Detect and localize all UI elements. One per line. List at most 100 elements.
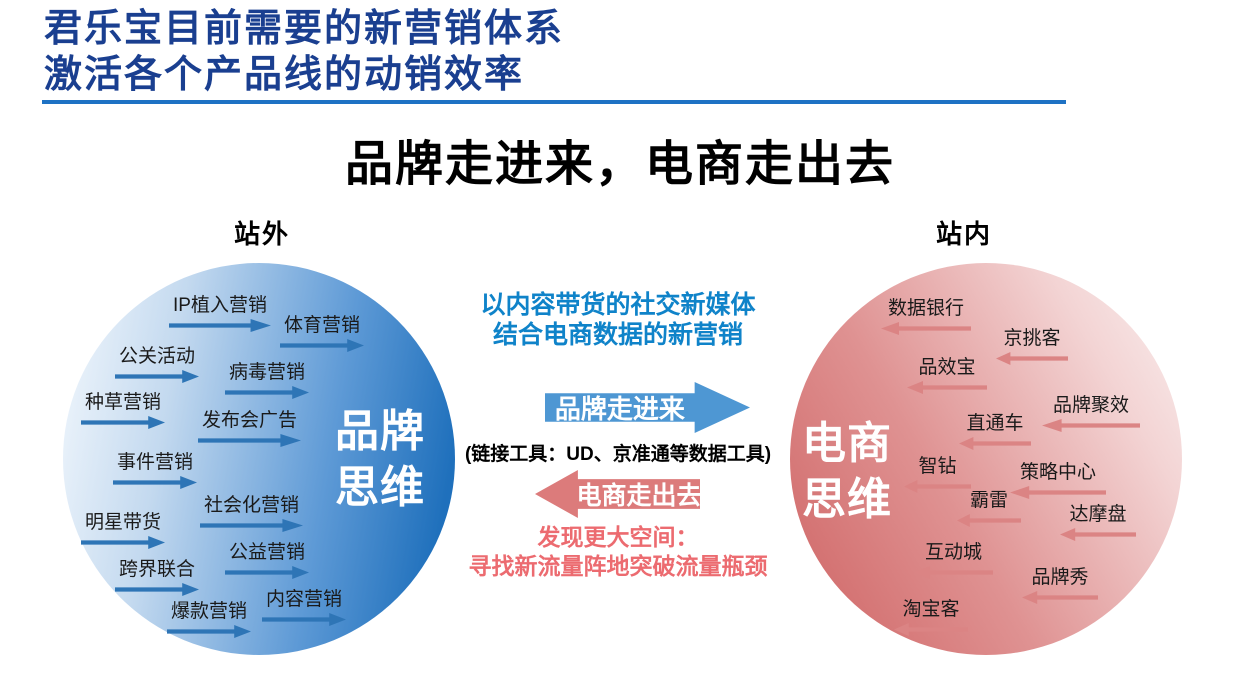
- ecom-tool-item: 品牌秀: [1022, 566, 1098, 604]
- center-blue-statement: 以内容带货的社交新媒体 结合电商数据的新营销: [440, 290, 796, 350]
- item-label: 社会化营销: [204, 495, 300, 516]
- item-label: 达摩盘: [1069, 504, 1127, 525]
- arrow-right-icon: [81, 536, 166, 549]
- arrow-right-icon: [167, 625, 252, 638]
- brand-marketing-item: 种草营销: [81, 391, 166, 429]
- brand-marketing-item: 体育营销: [280, 314, 365, 352]
- brand-in-arrow-label: 品牌走进来: [554, 394, 685, 424]
- onsite-label: 站内: [936, 219, 993, 249]
- arrow-left-icon: [881, 322, 971, 335]
- arrow-right-icon: [81, 416, 166, 429]
- item-label: 策略中心: [1019, 462, 1096, 483]
- ecom-tool-item: 京挑客: [996, 327, 1068, 365]
- item-label: 公关活动: [119, 346, 196, 367]
- brand-marketing-item: 公益营销: [225, 541, 310, 579]
- center-red-line1: 发现更大空间：: [537, 524, 699, 550]
- title-underline: [42, 100, 1066, 104]
- arrow-right-icon: [225, 566, 310, 579]
- brand-marketing-item: 社会化营销: [200, 494, 304, 532]
- ecom-tool-item: 淘宝客: [894, 598, 968, 636]
- brand-marketing-item: 公关活动: [115, 345, 200, 383]
- brand-marketing-item: 事件营销: [113, 451, 198, 489]
- item-label: 霸雷: [969, 490, 1008, 511]
- ecom-tool-item: 品牌聚效: [1042, 394, 1140, 432]
- arrow-left-icon: [907, 381, 987, 394]
- brand-marketing-item: 发布会广告: [198, 409, 302, 447]
- brand-marketing-item: 跨界联合: [115, 558, 200, 596]
- ecom-tool-item: 霸雷: [957, 489, 1021, 527]
- center-red-line2: 寻找新流量阵地突破流量瓶颈: [468, 553, 768, 579]
- item-label: 种草营销: [85, 392, 162, 413]
- arrow-right-icon: [225, 386, 310, 399]
- arrow-right-icon: [113, 476, 198, 489]
- ecom-tool-item: 数据银行: [881, 297, 971, 335]
- brand-title-line1: 品牌: [335, 407, 425, 456]
- center-blue-line2: 结合电商数据的新营销: [492, 321, 743, 349]
- arrow-right-icon: [280, 339, 365, 352]
- item-label: 品牌聚效: [1052, 395, 1129, 416]
- arrow-left-icon: [957, 514, 1021, 527]
- item-label: 品牌秀: [1031, 567, 1089, 588]
- brand-marketing-item: 病毒营销: [225, 361, 310, 399]
- arrow-right-icon: [200, 519, 304, 532]
- ecommerce-thinking-title: 电商 思维: [802, 416, 892, 528]
- offsite-label: 站外: [234, 219, 291, 249]
- ecom-tool-item: 智钻: [904, 455, 971, 493]
- ecom-title-line2: 思维: [802, 475, 892, 524]
- item-label: 跨界联合: [119, 559, 196, 580]
- ecommerce-out-block-arrow: 电商走出去: [535, 470, 700, 518]
- arrow-left-icon: [1060, 528, 1136, 541]
- arrow-left-icon: [996, 352, 1068, 365]
- arrow-left-icon: [1022, 591, 1098, 604]
- arrow-left-icon: [914, 566, 993, 579]
- arrow-left-icon: [894, 623, 968, 636]
- item-label: 病毒营销: [229, 362, 306, 383]
- page-title: 君乐宝目前需要的新营销体系 激活各个产品线的动销效率: [44, 6, 564, 98]
- item-label: 发布会广告: [202, 410, 298, 431]
- brand-marketing-item: 内容营销: [262, 588, 347, 626]
- ecom-tool-item: 达摩盘: [1060, 503, 1136, 541]
- item-label: 互动城: [924, 542, 982, 563]
- item-label: 明星带货: [85, 512, 162, 533]
- center-blue-line1: 以内容带货的社交新媒体: [480, 291, 756, 319]
- arrow-left-icon: [1042, 419, 1140, 432]
- item-label: IP植入营销: [173, 295, 267, 316]
- item-label: 品效宝: [918, 357, 976, 378]
- arrow-right-icon: [262, 613, 347, 626]
- brand-thinking-title: 品牌 思维: [335, 404, 425, 516]
- ecommerce-out-arrow-label: 电商走出去: [576, 482, 702, 510]
- arrow-right-icon: [115, 583, 200, 596]
- center-red-statement: 发现更大空间： 寻找新流量阵地突破流量瓶颈: [420, 523, 816, 581]
- ecom-tool-item: 品效宝: [907, 356, 987, 394]
- arrow-right-icon: [198, 434, 302, 447]
- item-label: 京挑客: [1003, 328, 1061, 349]
- brand-in-block-arrow: 品牌走进来: [545, 382, 750, 433]
- link-tools-note: (链接工具：UD、京准通等数据工具): [464, 444, 772, 465]
- item-label: 智钻: [918, 456, 957, 477]
- arrow-left-icon: [959, 437, 1031, 450]
- arrow-right-icon: [115, 370, 200, 383]
- arrow-left-icon: [1010, 486, 1106, 499]
- item-label: 直通车: [966, 413, 1024, 434]
- brand-marketing-item: 爆款营销: [167, 600, 252, 638]
- item-label: 事件营销: [117, 452, 194, 473]
- ecom-tool-item: 策略中心: [1010, 461, 1106, 499]
- brand-marketing-item: 明星带货: [81, 511, 166, 549]
- page-title-line2: 激活各个产品线的动销效率: [44, 54, 525, 96]
- item-label: 体育营销: [284, 315, 361, 336]
- item-label: 公益营销: [229, 542, 306, 563]
- item-label: 内容营销: [266, 589, 343, 610]
- ecom-tool-item: 直通车: [959, 412, 1031, 450]
- page-title-line1: 君乐宝目前需要的新营销体系: [44, 8, 565, 50]
- arrow-right-icon: [169, 319, 271, 332]
- ecom-title-line1: 电商: [802, 419, 892, 468]
- main-heading: 品牌走进来，电商走出去: [344, 138, 895, 191]
- brand-marketing-item: IP植入营销: [169, 294, 271, 332]
- item-label: 爆款营销: [171, 601, 248, 622]
- ecom-tool-item: 互动城: [914, 541, 993, 579]
- item-label: 数据银行: [887, 298, 964, 319]
- ecommerce-thinking-circle: [790, 263, 1182, 655]
- brand-title-line2: 思维: [335, 463, 425, 512]
- item-label: 淘宝客: [902, 599, 960, 620]
